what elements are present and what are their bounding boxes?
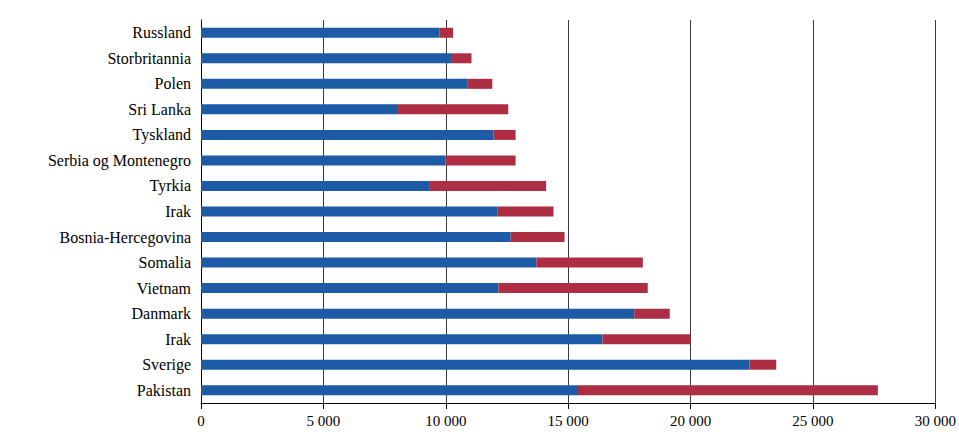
svg-text:Serbia og Montenegro: Serbia og Montenegro <box>48 152 191 170</box>
svg-text:20 000: 20 000 <box>670 413 711 429</box>
svg-text:Bosnia-Hercegovina: Bosnia-Hercegovina <box>59 229 191 247</box>
svg-text:Sverige: Sverige <box>142 356 191 374</box>
svg-text:Storbritannia: Storbritannia <box>107 50 191 67</box>
svg-text:Irak: Irak <box>165 331 191 348</box>
svg-text:Tyskland: Tyskland <box>133 126 191 144</box>
svg-text:Somalia: Somalia <box>139 254 191 271</box>
svg-text:Russland: Russland <box>132 24 191 41</box>
svg-text:25 000: 25 000 <box>792 413 833 429</box>
svg-text:Pakistan: Pakistan <box>137 382 191 399</box>
svg-text:Danmark: Danmark <box>131 305 191 322</box>
svg-text:Sri Lanka: Sri Lanka <box>128 101 191 118</box>
svg-text:Tyrkia: Tyrkia <box>149 177 191 195</box>
svg-text:Irak: Irak <box>165 203 191 220</box>
svg-text:Polen: Polen <box>155 75 191 92</box>
svg-text:10 000: 10 000 <box>425 413 466 429</box>
svg-text:Vietnam: Vietnam <box>137 280 192 297</box>
svg-text:5 000: 5 000 <box>307 413 341 429</box>
svg-text:30 000: 30 000 <box>915 413 956 429</box>
svg-text:0: 0 <box>197 413 205 429</box>
svg-text:15 000: 15 000 <box>548 413 589 429</box>
